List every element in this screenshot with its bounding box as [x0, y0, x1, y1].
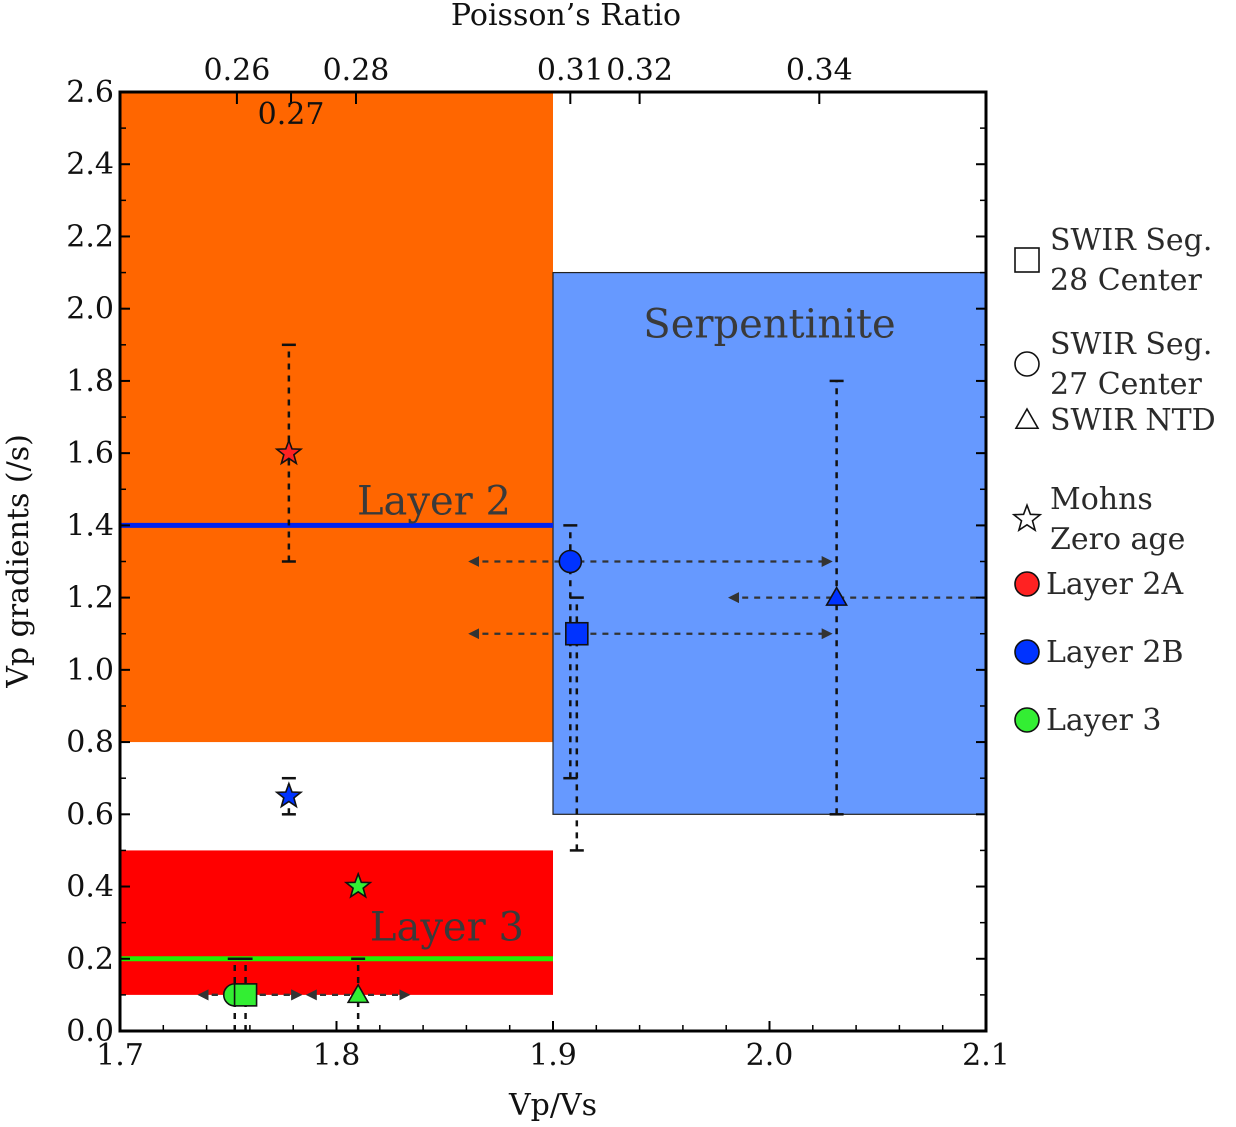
legend-label: 28 Center: [1050, 263, 1203, 298]
legend-circle-icon: [1014, 639, 1040, 665]
top-axis-title: Poisson’s Ratio: [451, 0, 681, 33]
legend-label: SWIR Seg.: [1050, 223, 1212, 258]
x-tick-label: 2.0: [746, 1038, 794, 1073]
legend-label: Layer 3: [1046, 703, 1161, 738]
top-tick-label: 0.34: [786, 53, 853, 88]
reference-lines: [120, 522, 553, 962]
top-tick-label: 0.32: [606, 53, 673, 88]
axis-ticks: 1.7 1.8 1.9 2.0 2.1 0.0 0.2 0.4 0.6 0.8 1.0 1.2 1.4 1…: [66, 53, 1010, 1073]
y-tick-label: 0.2: [66, 942, 114, 977]
chart-regions: [120, 92, 987, 995]
legend-circle-icon: [1014, 707, 1040, 733]
y-tick-label: 0.6: [66, 797, 114, 832]
region-label-layer3: Layer 3: [370, 905, 524, 951]
region-label-serpentinite: Serpentinite: [643, 302, 895, 348]
legend-circle-icon: [1014, 351, 1040, 377]
layer2-region: [120, 92, 553, 743]
y-tick-label: 2.6: [66, 75, 114, 110]
x-tick-label: 1.8: [313, 1038, 361, 1073]
y-tick-label: 1.0: [66, 653, 114, 688]
legend-item: Mohns Zero age: [1011, 482, 1185, 557]
triangle-layer2b-marker: [825, 586, 848, 606]
y-tick-label: 0.0: [66, 1014, 114, 1049]
top-tick-label: 0.28: [323, 53, 390, 88]
y-tick-label: 0.8: [66, 725, 114, 760]
top-tick-label: 0.27: [258, 97, 325, 132]
layer3-region: [120, 850, 553, 995]
y-tick-label: 0.4: [66, 870, 114, 905]
square-layer2b-marker: [565, 621, 589, 646]
y-tick-label: 2.4: [66, 147, 114, 182]
legend-label: Layer 2B: [1046, 635, 1184, 670]
legend-item: SWIR NTD: [1014, 403, 1216, 438]
x-tick-label: 1.7: [96, 1038, 144, 1073]
legend-label: SWIR NTD: [1050, 403, 1216, 438]
top-tick-label: 0.31: [537, 53, 604, 88]
square-layer3-marker: [233, 983, 258, 1007]
legend-label: Zero age: [1050, 522, 1185, 557]
y-tick-label: 1.8: [66, 364, 114, 399]
triangle-layer3-marker: [346, 983, 370, 1004]
legend-item: Layer 2B: [1014, 635, 1184, 670]
serpentinite-region: [553, 272, 986, 815]
y-tick-label: 2.2: [66, 219, 114, 254]
legend-label: 27 Center: [1050, 367, 1203, 402]
legend-label: SWIR Seg.: [1050, 327, 1212, 362]
y-tick-label: 1.2: [66, 581, 114, 616]
legend-label: Layer 2A: [1046, 567, 1183, 602]
legend-item: SWIR Seg. 27 Center: [1014, 327, 1212, 402]
legend-label: Mohns: [1050, 482, 1153, 517]
data-markers: [222, 438, 848, 1007]
star-layer2a-marker: [274, 438, 304, 466]
legend-item: Layer 3: [1014, 703, 1161, 738]
y-tick-label: 1.6: [66, 436, 114, 471]
star-layer3-marker: [343, 871, 373, 899]
y-tick-label: 2.0: [66, 292, 114, 327]
circle-layer2b-marker: [558, 549, 583, 574]
y-axis-title: Vp gradients (/s): [1, 434, 36, 689]
legend-circle-icon: [1014, 571, 1040, 597]
region-labels: Layer 2 Serpentinite Layer 3: [357, 302, 896, 951]
y-tick-label: 1.4: [66, 508, 114, 543]
x-axis-title: Vp/Vs: [508, 1088, 597, 1123]
star-layer2b-marker: [274, 781, 304, 809]
x-tick-label: 1.9: [529, 1038, 577, 1073]
legend-star-icon: [1011, 502, 1043, 533]
legend-item: SWIR Seg. 28 Center: [1014, 223, 1212, 298]
legend-triangle-icon: [1014, 407, 1040, 430]
region-label-layer2: Layer 2: [357, 479, 511, 525]
x-tick-label: 2.1: [962, 1038, 1010, 1073]
legend-square-icon: [1014, 247, 1040, 273]
legend-item: Layer 2A: [1014, 567, 1183, 602]
top-tick-label: 0.26: [204, 53, 271, 88]
